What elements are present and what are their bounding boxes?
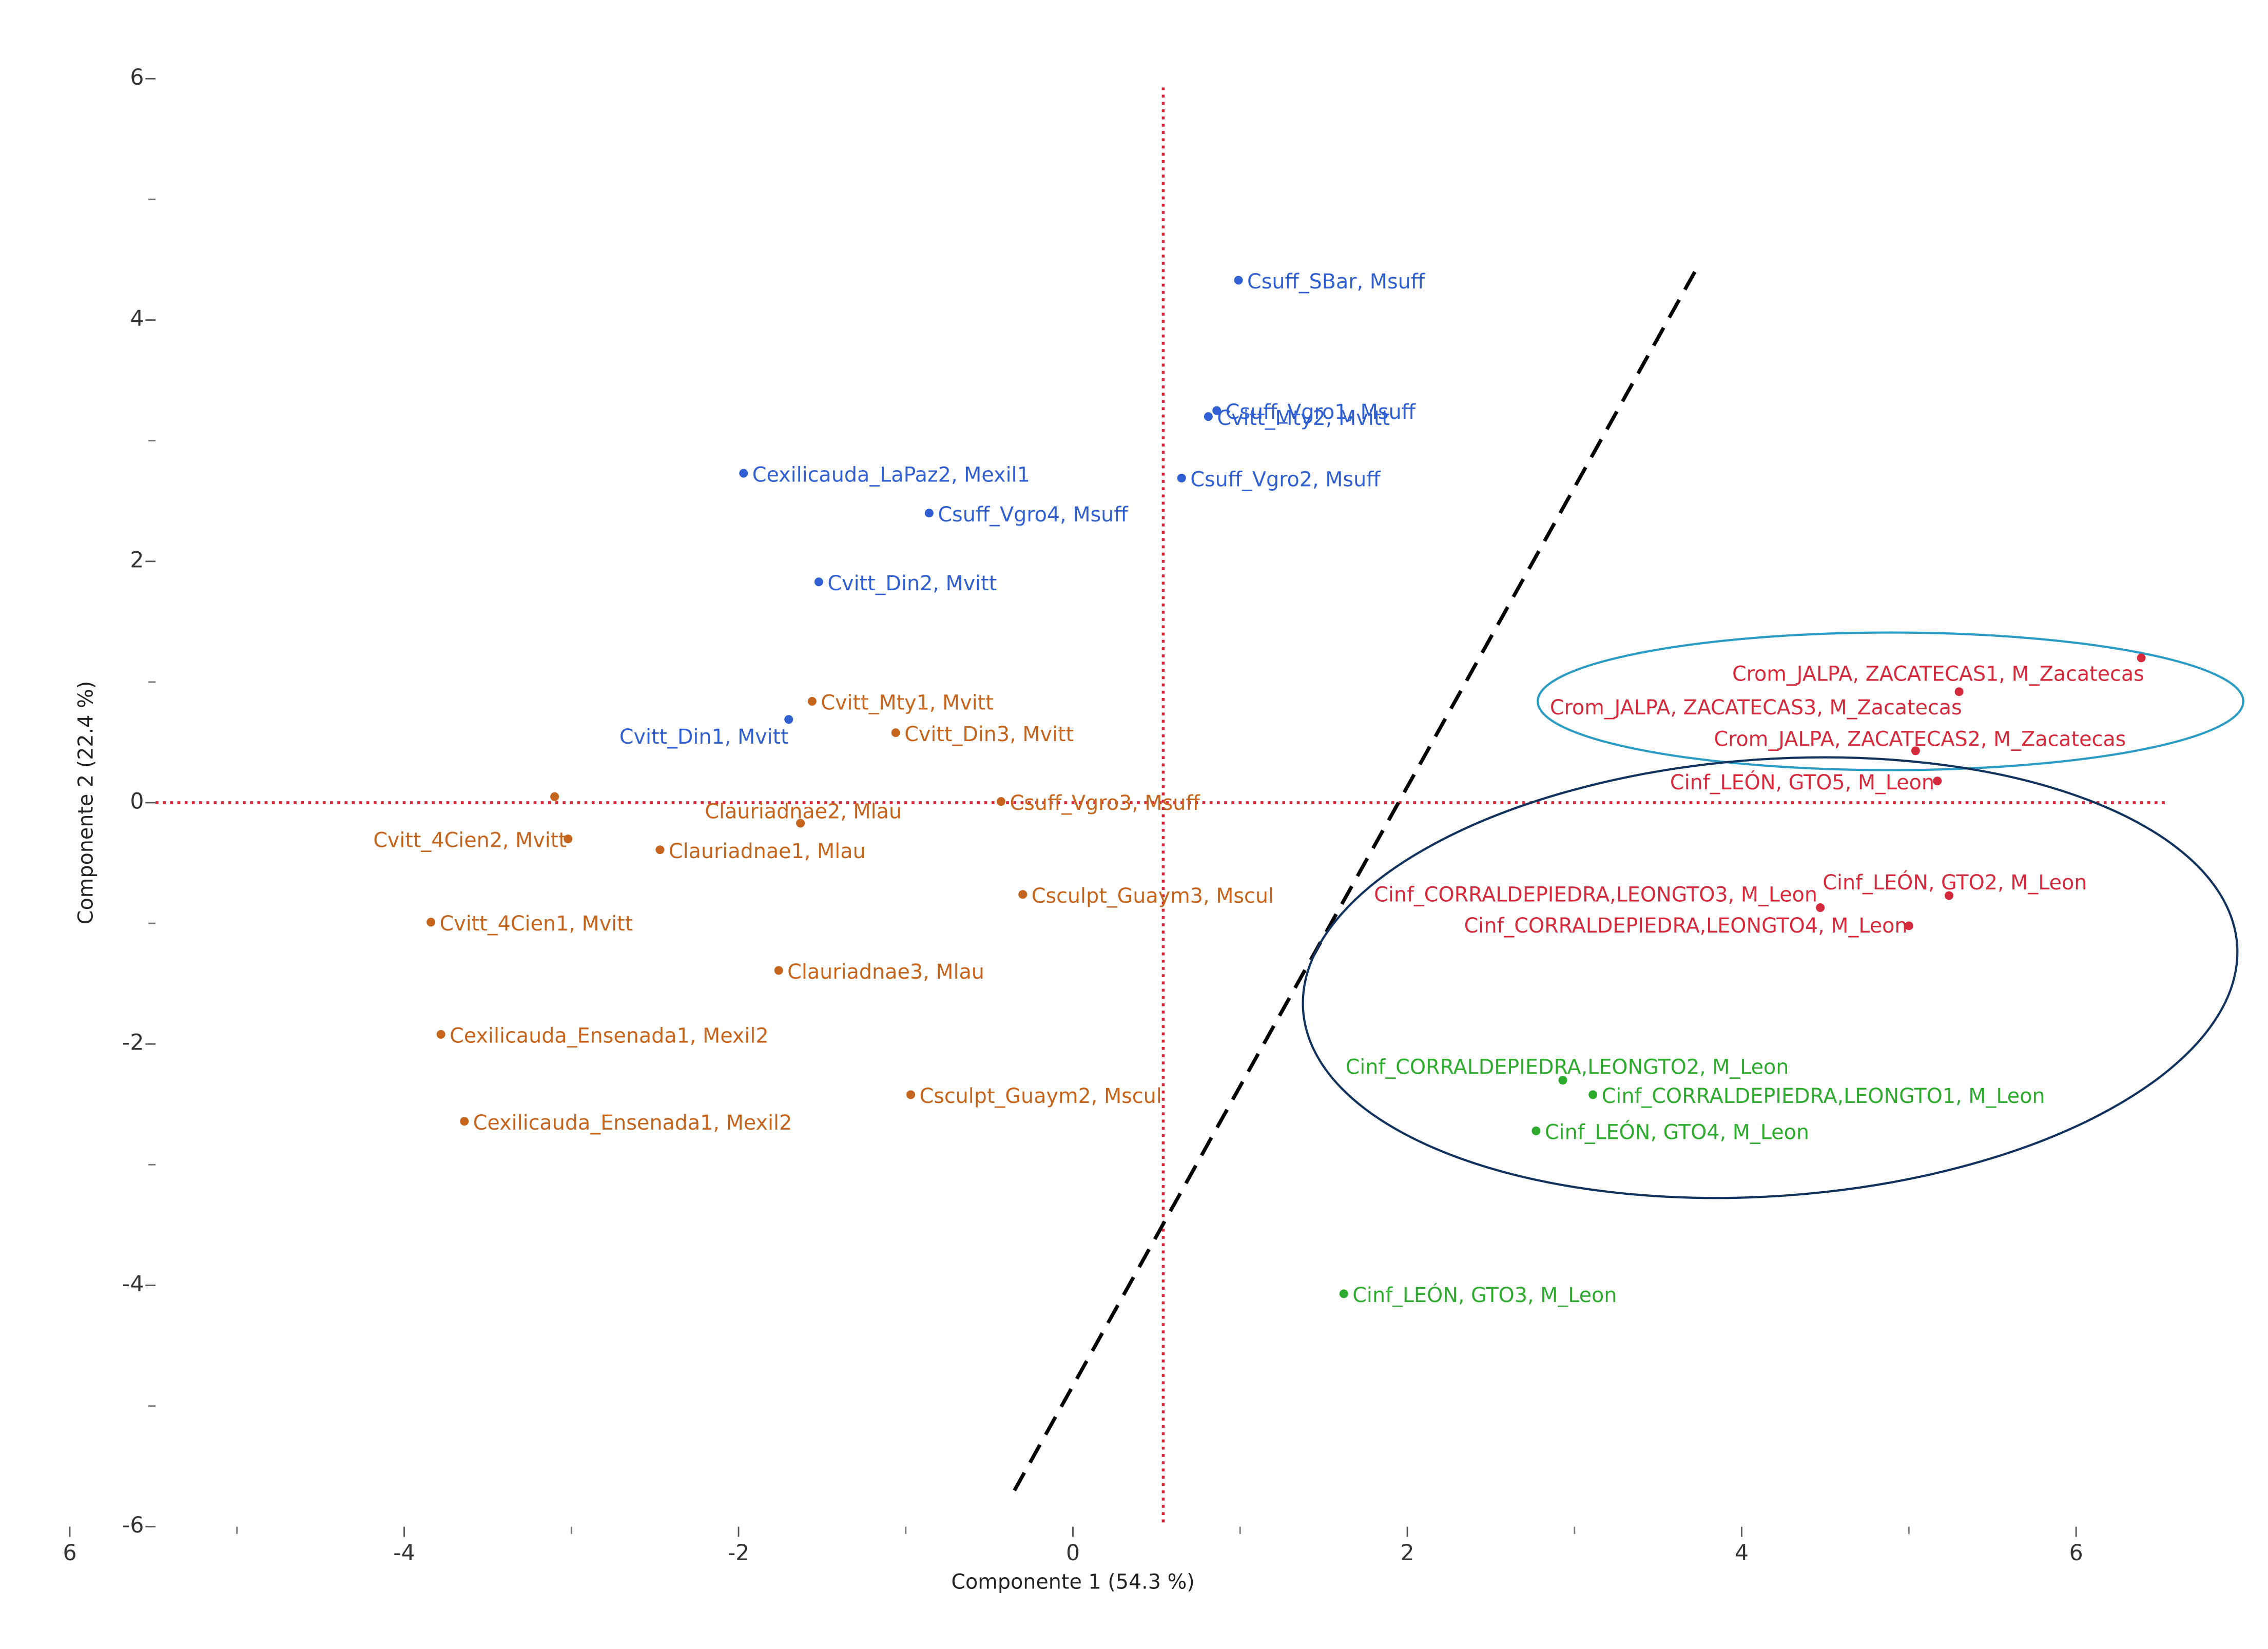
point [1911,746,1920,755]
point-label: Cinf_CORRALDEPIEDRA,LEONGTO1, M_Leon [1602,1084,2045,1108]
x-axis-title: Componente 1 (54.3 %) [951,1570,1194,1594]
x-tick-label: 6 [63,1541,76,1566]
point-label: Clauriadnae2, Mlau [705,800,902,824]
point-label: Cvitt_Mty1, Mvitt [821,691,993,715]
x-tick-label: 6 [2069,1541,2083,1566]
point-label: Csuff_Vgro3, Msuff [1010,791,1200,815]
point [814,577,823,587]
point [1212,406,1222,415]
y-tick-label: 4 [130,306,144,332]
group-ellipse [1302,756,2239,1199]
point [1177,474,1186,483]
point [460,1117,469,1126]
point [1558,1076,1567,1085]
point [906,1090,916,1099]
y-tick-label: -6 [122,1513,144,1538]
point [739,469,748,478]
point-label: Cexilicauda_Ensenada1, Mexil2 [450,1024,768,1048]
point [1532,1127,1541,1136]
point-label: Cinf_LEÓN, GTO3, M_Leon [1352,1283,1617,1307]
x-tick-label: 0 [1066,1541,1080,1566]
x-tick-label: -2 [728,1541,749,1566]
divider-line [1013,265,1700,1491]
point-label: Csculpt_Guaym3, Mscul [1032,884,1274,908]
point-label: Cinf_CORRALDEPIEDRA,LEONGTO2, M_Leon [1346,1056,1789,1079]
point [891,728,900,738]
point-label: Crom_JALPA, ZACATECAS3, M_Zacatecas [1550,696,1962,720]
point-label: Csuff_Vgro4, Msuff [938,503,1129,527]
point [655,845,665,855]
point [996,797,1005,806]
point-label: Cvitt_4Cien2, Mvitt [373,829,567,852]
point [1204,412,1213,421]
point-label: Cinf_LEÓN, GTO4, M_Leon [1545,1120,1809,1144]
point-label: Cvitt_4Cien1, Mvitt [440,912,633,936]
point-label: Cinf_LEÓN, GTO2, M_Leon [1823,870,2087,895]
point [1234,276,1243,285]
point [1945,891,1954,900]
y-tick-label: -2 [122,1031,144,1056]
point-label: Cinf_LEÓN, GTO5, M_Leon [1670,770,1934,794]
point [1816,903,1825,913]
point [807,697,817,706]
point-label: Csuff_Vgro2, Msuff [1190,468,1381,492]
point-label: Cexilicauda_LaPaz2, Mexil1 [752,463,1030,487]
point [924,509,934,518]
point-label: Cvitt_Mty2, Mvitt [1217,406,1389,430]
point-label: Crom_JALPA, ZACATECAS2, M_Zacatecas [1714,728,2126,751]
point [784,715,793,724]
point [427,918,436,927]
point [436,1030,445,1039]
point-label: Cinf_CORRALDEPIEDRA,LEONGTO4, M_Leon [1464,914,1908,938]
point [1954,687,1964,696]
point [796,819,805,828]
y-tick-label: 6 [130,65,144,90]
point [1339,1289,1348,1298]
y-tick-label: -4 [122,1272,144,1297]
x-tick-label: 2 [1401,1541,1414,1566]
point-label: Clauriadnae3, Mlau [787,960,984,984]
x-tick-label: -4 [393,1541,415,1566]
point [1588,1090,1598,1099]
point [564,835,573,844]
point-label: Crom_JALPA, ZACATECAS1, M_Zacatecas [1732,662,2144,686]
point-label: Clauriadnae1, Mlau [669,840,866,863]
point [1933,777,1942,786]
point-label: Cvitt_Din1, Mvitt [619,725,789,749]
point [2137,653,2146,663]
point-label: Cvitt_Din2, Mvitt [827,572,997,595]
y-tick-label: 2 [130,548,144,573]
point-label: Cexilicauda_Ensenada1, Mexil2 [473,1111,792,1135]
point-label: Cinf_CORRALDEPIEDRA,LEONGTO3, M_Leon [1374,883,1817,906]
point [550,792,559,801]
point-label: Cvitt_Din3, Mvitt [904,723,1074,746]
point [774,966,783,975]
x-tick-label: 4 [1735,1541,1749,1566]
y-tick-label: 0 [130,789,144,814]
point-label: Csuff_Vgro1, Msuff [1226,400,1417,424]
y-axis-title: Componente 2 (22.4 %) [74,681,98,924]
point-label: Csuff_SBar, Msuff [1247,270,1426,294]
point [1018,890,1028,899]
point-label: Csculpt_Guaym2, Mscul [920,1084,1162,1108]
group-ellipse [1537,631,2244,771]
point [1904,921,1913,930]
